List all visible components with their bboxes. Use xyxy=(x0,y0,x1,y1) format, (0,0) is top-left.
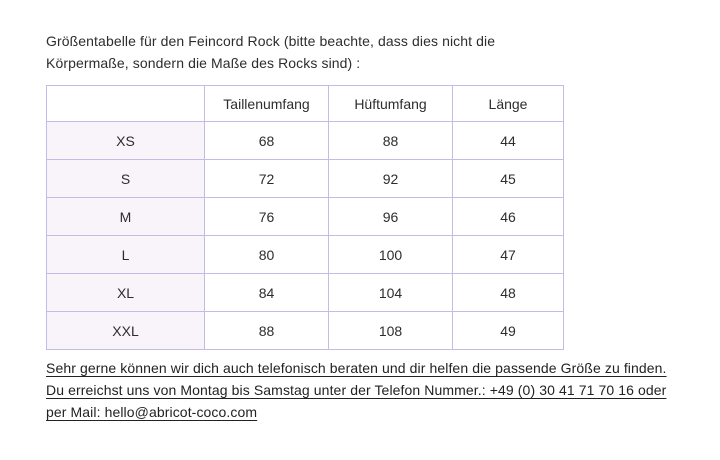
size-table: Taillenumfang Hüftumfang Länge XS 68 88 … xyxy=(46,85,564,350)
header-cell-waist: Taillenumfang xyxy=(204,85,329,122)
length-value: 45 xyxy=(452,159,564,198)
size-label: XL xyxy=(46,273,205,312)
length-value: 44 xyxy=(452,121,564,160)
hip-value: 92 xyxy=(328,159,453,198)
hip-value: 88 xyxy=(328,121,453,160)
hip-value: 104 xyxy=(328,273,453,312)
size-label: M xyxy=(46,197,205,236)
waist-value: 80 xyxy=(204,235,329,274)
waist-value: 84 xyxy=(204,273,329,312)
hip-value: 96 xyxy=(328,197,453,236)
contact-note-line-2: Du erreichst uns von Montag bis Samstag … xyxy=(46,382,667,398)
hip-value: 108 xyxy=(328,311,453,350)
waist-value: 72 xyxy=(204,159,329,198)
size-chart-section: Größentabelle für den Feincord Rock (bit… xyxy=(46,30,706,423)
waist-value: 76 xyxy=(204,197,329,236)
size-label: XXL xyxy=(46,311,205,350)
table-header-row: Taillenumfang Hüftumfang Länge xyxy=(46,85,564,122)
size-chart-intro: Größentabelle für den Feincord Rock (bit… xyxy=(46,30,706,74)
length-value: 49 xyxy=(452,311,564,350)
table-row-xxl: XXL 88 108 49 xyxy=(46,311,564,350)
contact-note-line-3: per Mail: hello@abricot-coco.com xyxy=(46,404,258,420)
size-label: L xyxy=(46,235,205,274)
size-label: S xyxy=(46,159,205,198)
table-row-s: S 72 92 45 xyxy=(46,159,564,198)
header-cell-hip: Hüftumfang xyxy=(328,85,453,122)
hip-value: 100 xyxy=(328,235,453,274)
table-row-m: M 76 96 46 xyxy=(46,197,564,236)
intro-line-2: Körpermaße, sondern die Maße des Rocks s… xyxy=(46,55,361,71)
length-value: 48 xyxy=(452,273,564,312)
length-value: 46 xyxy=(452,197,564,236)
waist-value: 68 xyxy=(204,121,329,160)
table-row-xl: XL 84 104 48 xyxy=(46,273,564,312)
contact-note-line-1: Sehr gerne können wir dich auch telefoni… xyxy=(46,360,667,376)
table-row-xs: XS 68 88 44 xyxy=(46,121,564,160)
contact-note: Sehr gerne können wir dich auch telefoni… xyxy=(46,357,706,423)
intro-line-1: Größentabelle für den Feincord Rock (bit… xyxy=(46,33,496,49)
waist-value: 88 xyxy=(204,311,329,350)
header-cell-length: Länge xyxy=(452,85,564,122)
table-row-l: L 80 100 47 xyxy=(46,235,564,274)
length-value: 47 xyxy=(452,235,564,274)
header-cell-empty xyxy=(46,85,205,122)
size-label: XS xyxy=(46,121,205,160)
